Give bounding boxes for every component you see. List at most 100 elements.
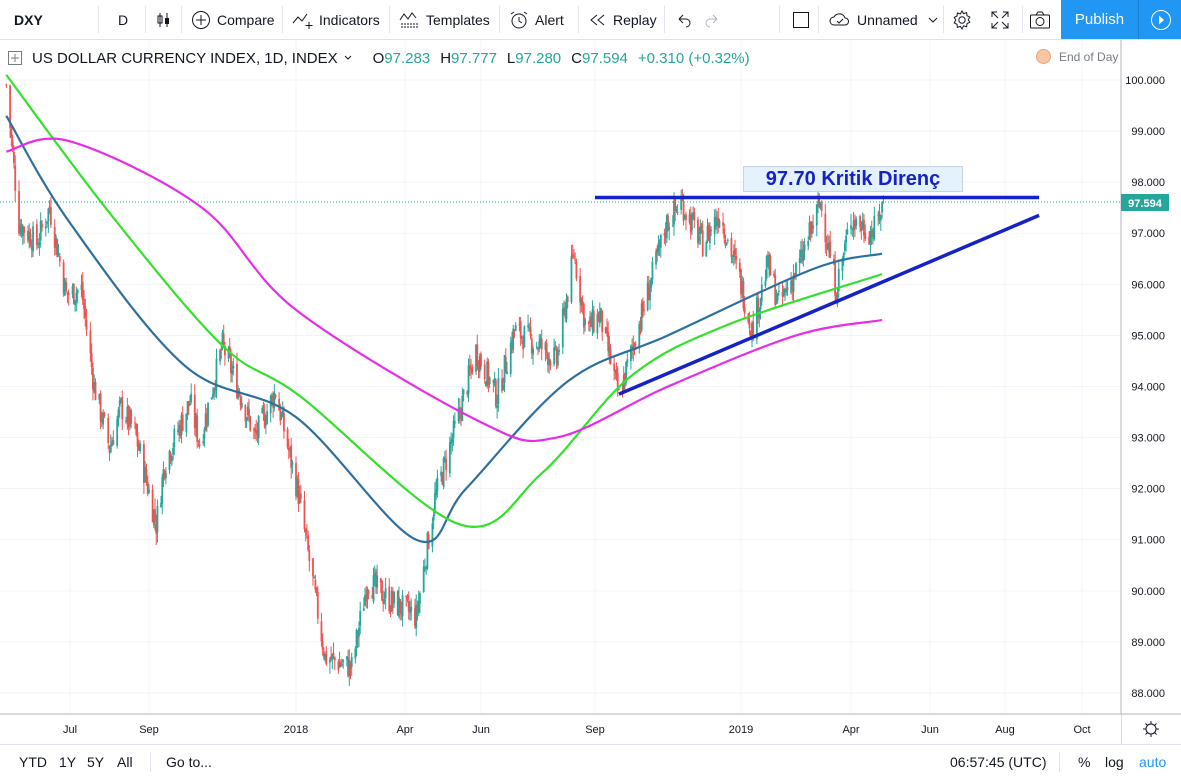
time-scale[interactable] (0, 714, 1121, 744)
range-all[interactable]: All (117, 745, 133, 778)
settings-button[interactable] (951, 0, 973, 39)
candle-body (731, 256, 734, 258)
candle-body (820, 202, 823, 212)
candle-body (163, 470, 166, 477)
candle-body (424, 567, 426, 569)
collapse-icon[interactable] (8, 51, 22, 65)
auto-toggle[interactable]: auto (1139, 745, 1166, 778)
price-chart[interactable]: 100.000 99.000 98.000 97.000 96.000 95.000 94.… (0, 40, 1181, 744)
candle-body (415, 604, 418, 628)
snapshot-button[interactable] (1029, 0, 1051, 39)
plus-circle-icon (192, 10, 210, 29)
candle-body (80, 284, 83, 290)
candle-body (315, 588, 318, 593)
undo-icon (678, 14, 691, 27)
candle-body (632, 345, 635, 351)
templates-button[interactable]: Templates (399, 0, 490, 39)
x-tick-label: Jun (921, 724, 939, 736)
candle-body (10, 128, 13, 138)
percent-toggle[interactable]: % (1078, 745, 1090, 778)
candle-body (809, 221, 812, 234)
candle-body (366, 589, 369, 599)
candle-body (692, 213, 695, 217)
end-of-day-status[interactable]: End of Day (1036, 49, 1118, 64)
candle-body (120, 398, 122, 402)
candle-body (466, 391, 469, 395)
candle-body (842, 253, 845, 261)
candle-body (84, 305, 87, 318)
candle-body (748, 322, 751, 329)
candle-body (795, 263, 797, 277)
clock-label: 06:57:45 (UTC) (950, 753, 1047, 770)
candle-body (643, 309, 645, 311)
candle-body (476, 344, 479, 366)
candle-body (650, 277, 653, 288)
candle-body (790, 280, 793, 293)
candle-body (503, 355, 506, 383)
compare-label: Compare (217, 11, 275, 28)
candle-body (606, 327, 608, 333)
clock[interactable]: 06:57:45 (UTC) (950, 745, 1046, 778)
candle-body (143, 444, 145, 483)
candle-body (870, 229, 873, 238)
candle-body (269, 395, 272, 414)
candle-body (597, 314, 600, 322)
candle-body (509, 342, 512, 375)
alert-button[interactable]: Alert (509, 0, 564, 39)
interval-button[interactable]: D (118, 0, 128, 39)
compare-button[interactable]: Compare (191, 0, 275, 39)
drawings[interactable] (595, 195, 1040, 396)
candle-body (685, 214, 687, 221)
range-5y[interactable]: 5Y (87, 745, 104, 778)
publish-button[interactable]: Publish (1061, 0, 1138, 39)
candle-body (565, 298, 568, 320)
candle-body (592, 311, 595, 332)
divider (145, 6, 146, 33)
candle-body (263, 412, 266, 428)
chevron-down-icon[interactable] (343, 54, 353, 62)
layout-menu-button[interactable]: Unnamed (828, 0, 938, 39)
candle-body (295, 462, 297, 497)
candle-body (156, 505, 159, 533)
candle-body (179, 424, 182, 437)
candle-body (306, 533, 308, 535)
candle-body (367, 591, 370, 594)
candle-body (641, 301, 644, 312)
candle-body (349, 662, 352, 669)
candle-body (29, 233, 32, 247)
ma-line-3 (6, 137, 883, 443)
open-label: O (372, 49, 385, 67)
log-toggle[interactable]: log (1105, 745, 1124, 778)
chevron-down-icon (928, 17, 938, 23)
candle-body (116, 419, 119, 447)
goto-button[interactable]: Go to... (166, 745, 212, 778)
resistance-annotation[interactable]: 97.70 Kritik Direnç (743, 166, 963, 192)
candle-body (699, 226, 702, 235)
fullscreen-layout-button[interactable] (792, 0, 810, 39)
candle-body (596, 313, 599, 334)
redo-button[interactable] (703, 0, 721, 39)
chart-settings-button[interactable] (1143, 721, 1159, 737)
symbol-search[interactable]: DXY (14, 0, 43, 39)
candle-body (399, 598, 402, 613)
fullscreen-button[interactable] (990, 0, 1010, 39)
divider (664, 6, 665, 33)
candle-body (11, 140, 14, 150)
candle-body (829, 241, 832, 258)
replay-button[interactable]: Replay (588, 0, 657, 39)
interval-label: D (118, 11, 129, 28)
range-1y[interactable]: 1Y (59, 745, 76, 778)
candle-body (485, 381, 487, 387)
candle-body (691, 213, 693, 230)
play-button[interactable] (1138, 0, 1181, 39)
range-ytd[interactable]: YTD (19, 745, 47, 778)
rewind-icon (590, 14, 605, 25)
indicators-button[interactable]: Indicators (292, 0, 380, 39)
chart-area[interactable]: 100.000 99.000 98.000 97.000 96.000 95.000 94.… (0, 40, 1181, 744)
price-scale[interactable] (1121, 40, 1181, 744)
candle-body (342, 660, 345, 662)
undo-button[interactable] (675, 0, 693, 39)
candle-body (743, 306, 746, 314)
chart-style-button[interactable] (155, 0, 173, 39)
support-trend-line[interactable] (618, 213, 1040, 396)
